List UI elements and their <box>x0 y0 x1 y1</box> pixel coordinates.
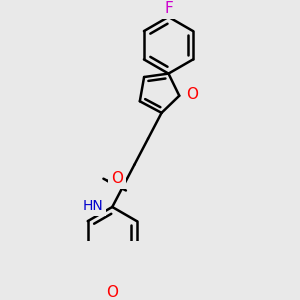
Text: F: F <box>164 1 173 16</box>
Text: O: O <box>106 285 118 300</box>
Text: O: O <box>186 87 198 102</box>
Text: HN: HN <box>83 199 104 213</box>
Text: O: O <box>111 171 123 186</box>
